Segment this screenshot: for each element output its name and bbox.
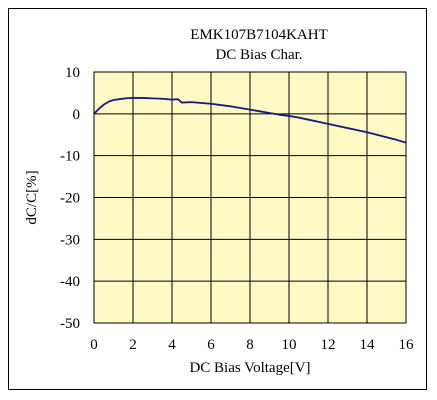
x-tick-label: 6	[207, 337, 215, 353]
y-tick-label: 10	[65, 65, 80, 81]
x-tick-label: 12	[321, 337, 336, 353]
y-tick-label: -10	[60, 149, 80, 165]
y-tick-labels: 10 0 -10 -20 -30 -40 -50	[60, 65, 80, 332]
series-line	[93, 97, 407, 144]
y-tick-label: -30	[60, 232, 80, 248]
plot-border	[93, 71, 407, 324]
series-group	[93, 97, 407, 144]
y-tick-label: 0	[73, 107, 81, 123]
chart-subtitle: DC Bias Char.	[215, 47, 302, 63]
x-tick-label: 2	[129, 337, 137, 353]
x-axis-label: DC Bias Voltage[V]	[189, 360, 310, 376]
x-tick-label: 4	[168, 337, 176, 353]
y-tick-label: -50	[60, 316, 80, 332]
x-tick-labels: 0 2 4 6 8 10 12 14 16	[90, 337, 414, 353]
y-tick-label: -20	[60, 191, 80, 207]
y-tick-label: -40	[60, 274, 80, 290]
x-tick-label: 10	[282, 337, 297, 353]
x-tick-label: 8	[246, 337, 254, 353]
x-tick-label: 0	[90, 337, 98, 353]
chart-title: EMK107B7104KAHT	[190, 27, 328, 43]
x-tick-label: 14	[360, 337, 376, 353]
y-axis-label: dC/C[%]	[24, 170, 40, 224]
x-tick-label: 16	[399, 337, 415, 353]
